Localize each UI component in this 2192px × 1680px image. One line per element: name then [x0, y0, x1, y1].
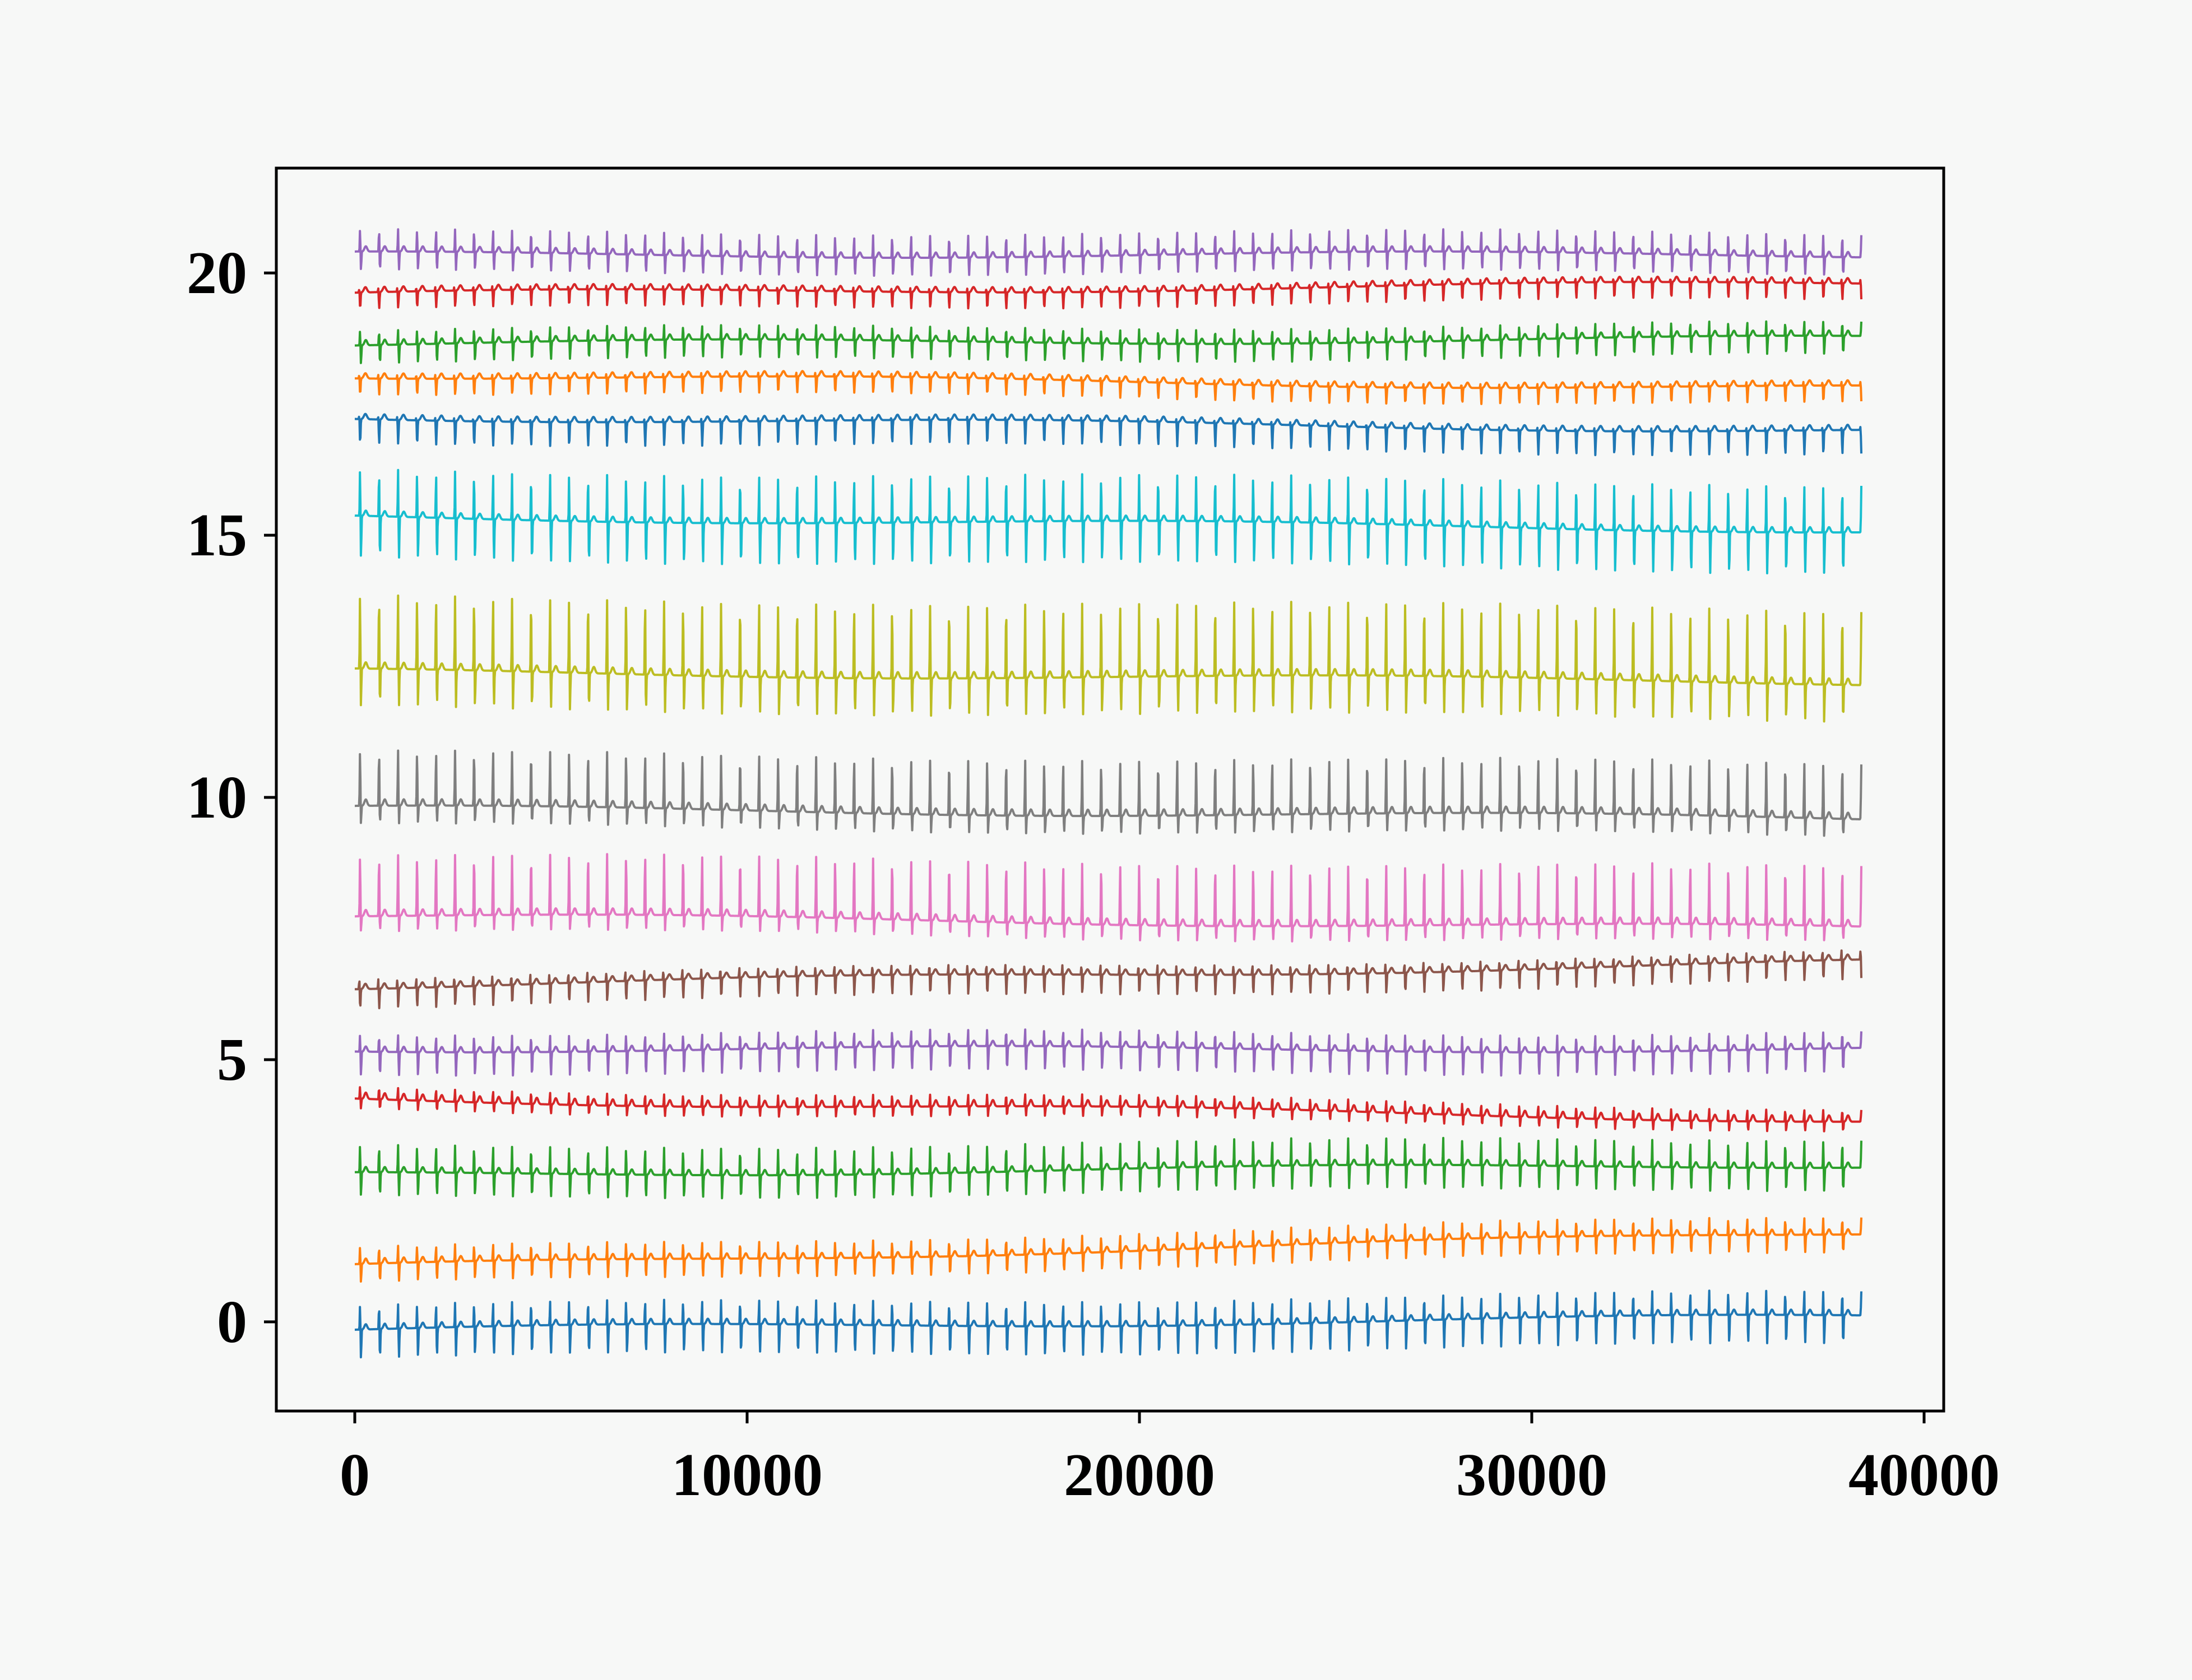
y-tick-label: 10 [187, 764, 247, 831]
ecg-series-line [354, 320, 1862, 364]
ecg-series-line [354, 853, 1862, 943]
x-tick-label: 20000 [1064, 1442, 1215, 1509]
series-layer [354, 228, 1862, 1359]
y-axis: 0 5 10 15 20 [187, 240, 276, 1356]
x-tick-label: 30000 [1456, 1442, 1607, 1509]
ecg-series-line [354, 1086, 1862, 1133]
ecg-series-line [354, 749, 1862, 837]
y-tick-label: 0 [217, 1289, 247, 1356]
x-axis: 0 10000 20000 30000 40000 [340, 1411, 2000, 1509]
ecg-series-line [354, 1289, 1862, 1359]
y-tick-label: 20 [187, 240, 247, 307]
x-tick-label: 10000 [671, 1442, 823, 1509]
y-tick-label: 5 [217, 1027, 247, 1093]
ecg-series-line [354, 412, 1862, 457]
ecg-series-line [354, 228, 1862, 277]
ecg-series-line [354, 594, 1862, 723]
ecg-series-line [354, 370, 1862, 405]
ecg-series-line [354, 1136, 1862, 1200]
ecg-series-line [354, 1028, 1862, 1077]
ecg-series-line [354, 468, 1862, 574]
ecg-series-line [354, 275, 1862, 310]
y-tick-label: 15 [187, 502, 247, 569]
ecg-series-line [354, 949, 1862, 1010]
x-tick-label: 0 [340, 1442, 370, 1509]
x-tick-label: 40000 [1848, 1442, 2000, 1509]
axes-frame [275, 166, 1945, 1413]
ecg-series-line [354, 1217, 1862, 1283]
